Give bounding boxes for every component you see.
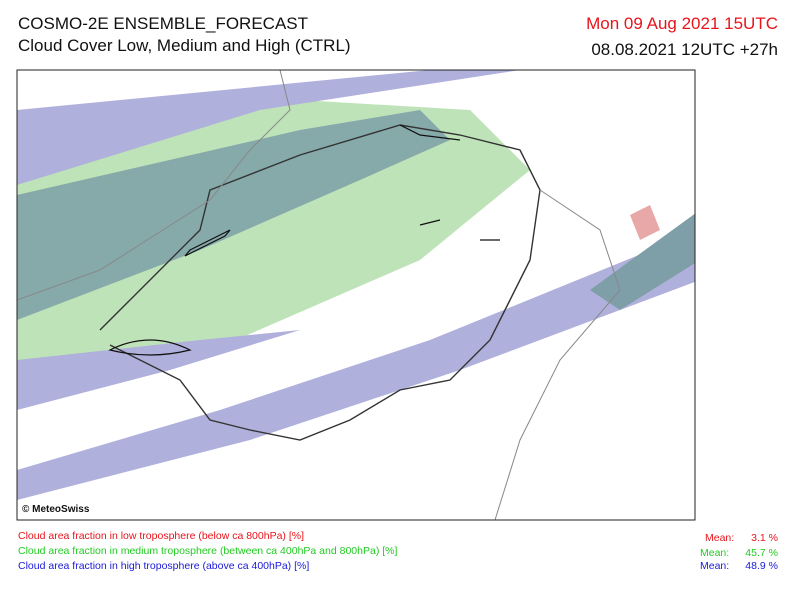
mean-value: 45.7 %: [745, 547, 778, 559]
mean-value: 48.9 %: [745, 560, 778, 572]
copyright: © MeteoSwiss: [22, 504, 90, 515]
mean-label: Mean:: [700, 547, 730, 559]
border: [99, 124, 541, 441]
region-line: [17, 70, 291, 301]
legend-low: Cloud area fraction in low troposphere (…: [18, 530, 304, 542]
overlap-cloud: [590, 213, 695, 310]
low-cloud: [630, 205, 660, 240]
subtitle: Cloud Cover Low, Medium and High (CTRL): [18, 36, 351, 55]
mean-label: Mean:: [705, 532, 735, 544]
map-frame: [16, 69, 696, 521]
legend-high: Cloud area fraction in high troposphere …: [18, 560, 310, 572]
high-cloud: [17, 232, 695, 500]
map-layers: [17, 70, 695, 520]
legend-medium: Cloud area fraction in medium tropospher…: [18, 545, 398, 557]
region-line: [494, 189, 621, 520]
valid-time: Mon 09 Aug 2021 15UTC: [586, 14, 778, 33]
lake: [108, 124, 500, 356]
run-time: 08.08.2021 12UTC +27h: [591, 40, 778, 59]
high-cloud: [17, 70, 520, 185]
mean-value: 3.1 %: [751, 532, 778, 544]
mean-label: Mean:: [700, 560, 730, 572]
overlap-cloud: [17, 110, 450, 320]
title: COSMO-2E ENSEMBLE_FORECAST: [18, 14, 309, 33]
